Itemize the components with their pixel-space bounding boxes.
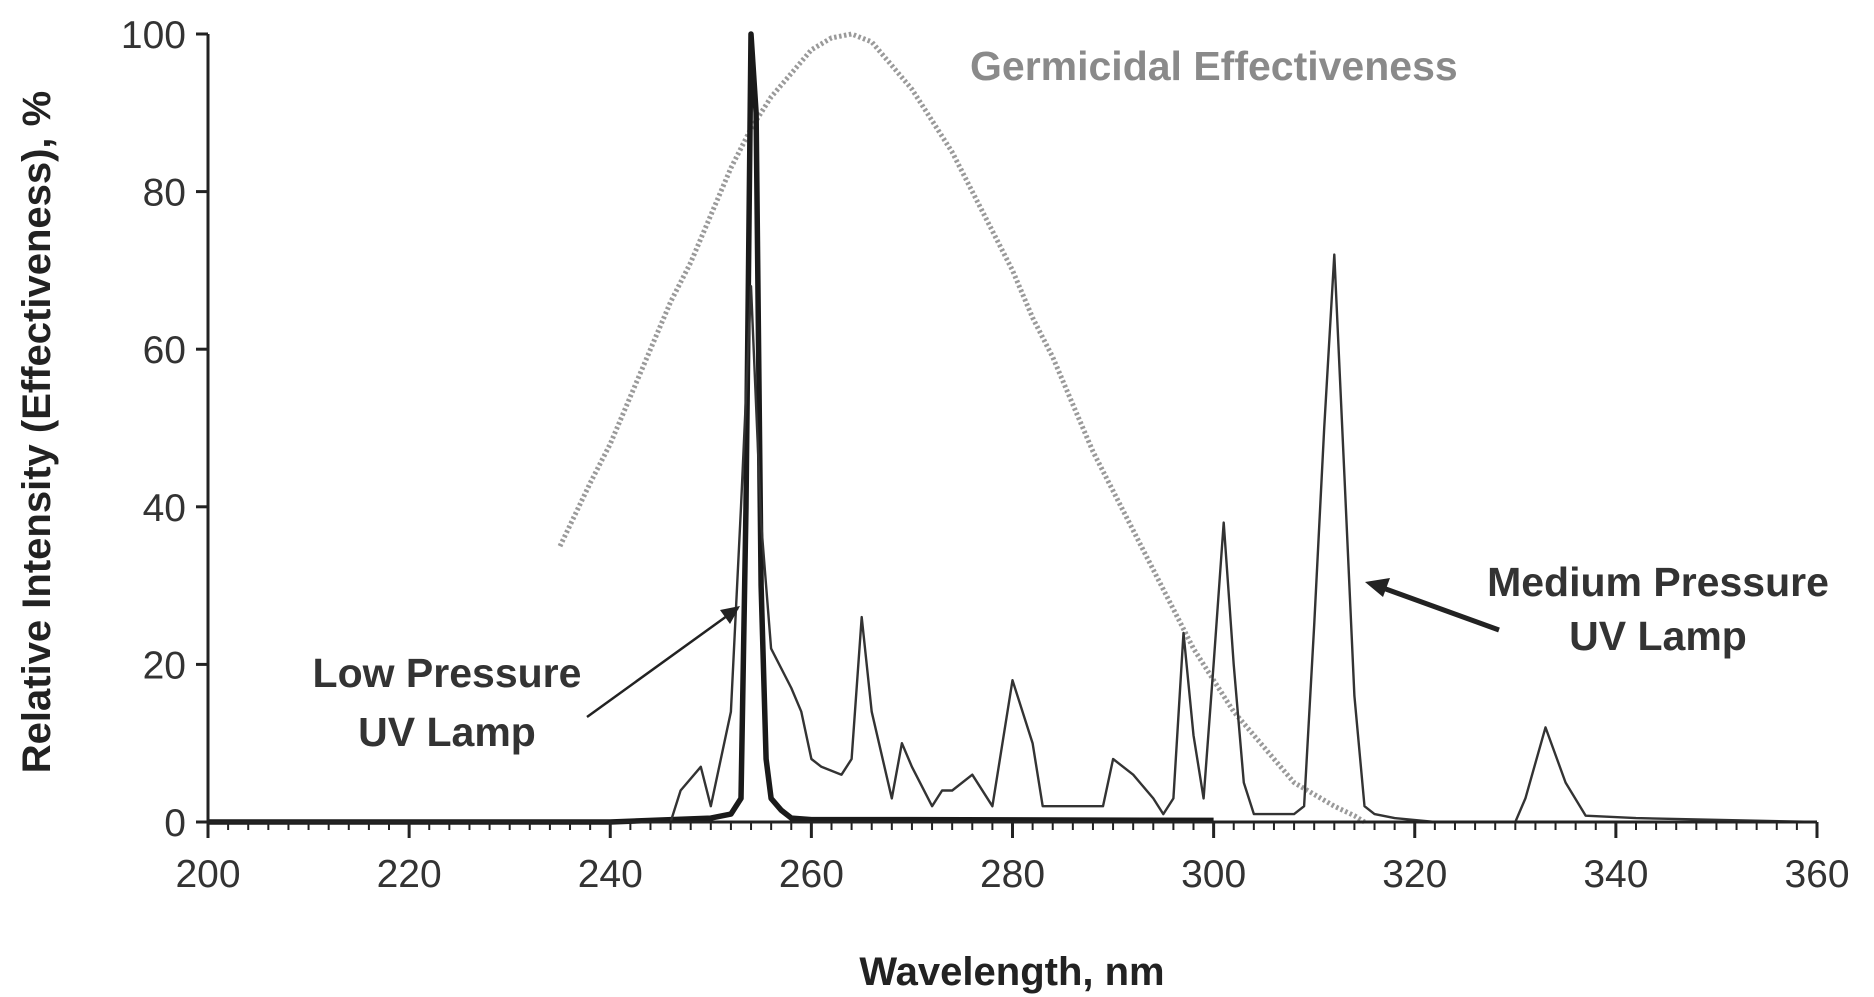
low-pressure-arrow (587, 608, 738, 717)
x-tick-label: 300 (1181, 853, 1246, 896)
plot-area (208, 34, 1817, 822)
x-tick-label: 200 (175, 853, 240, 896)
y-axis-title: Relative Intensity (Effectiveness), % (15, 91, 59, 773)
annotation-medium-pressure-line1: Medium Pressure (1487, 559, 1829, 605)
medium-pressure-arrow (1372, 584, 1499, 630)
x-tick-label: 280 (980, 853, 1045, 896)
y-tick-label: 40 (143, 487, 186, 530)
y-tick-label: 80 (143, 172, 186, 215)
x-tick-label: 240 (578, 853, 643, 896)
annotation-low-pressure-line1: Low Pressure (313, 650, 582, 696)
y-tick-label: 0 (164, 802, 186, 845)
medium-pressure-arrowhead (1365, 578, 1390, 597)
x-axis-title: Wavelength, nm (859, 950, 1164, 994)
annotation-medium-pressure-line2: UV Lamp (1569, 613, 1747, 659)
x-tick-label: 260 (779, 853, 844, 896)
series-line-germicidal-effectiveness (560, 34, 1365, 822)
series-line-low-pressure-uv-lamp (208, 34, 1214, 822)
annotation-low-pressure-line2: UV Lamp (358, 709, 536, 755)
x-tick-label: 320 (1382, 853, 1447, 896)
y-tick-label: 60 (143, 329, 186, 372)
y-tick-label: 100 (121, 14, 186, 57)
annotation-germicidal-effectiveness: Germicidal Effectiveness (970, 43, 1458, 89)
x-tick-label: 340 (1583, 853, 1648, 896)
x-tick-label: 360 (1784, 853, 1849, 896)
y-tick-label: 20 (143, 644, 186, 687)
x-tick-label: 220 (377, 853, 442, 896)
axes: 200 220 240 260 280 300 320 340 360 0 20 40 60 80 100 (121, 14, 1850, 896)
low-pressure-arrowhead (720, 606, 740, 624)
